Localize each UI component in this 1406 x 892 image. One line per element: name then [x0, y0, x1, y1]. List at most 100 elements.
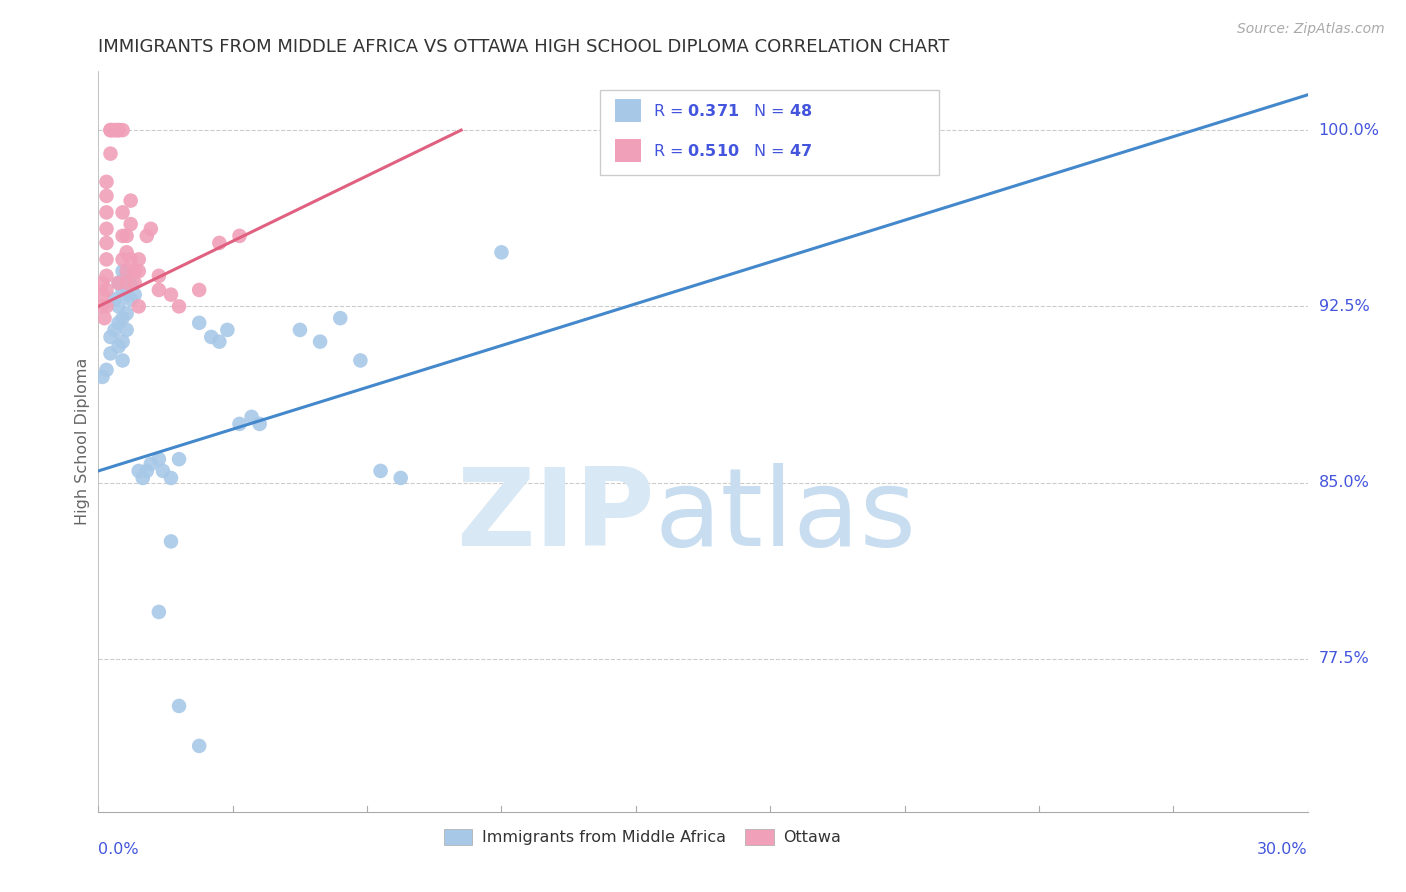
- Point: [91, 370, 114, 384]
- Point: [139, 457, 162, 471]
- Point: [160, 471, 183, 485]
- Point: [167, 452, 190, 467]
- Point: [120, 293, 142, 307]
- Point: [124, 276, 146, 290]
- Point: [96, 222, 118, 236]
- Point: [115, 268, 138, 283]
- Point: [100, 346, 122, 360]
- Point: [148, 605, 170, 619]
- Point: [96, 205, 118, 219]
- Point: [111, 353, 134, 368]
- Text: R = $\bf{0.510}$   N = $\bf{47}$: R = $\bf{0.510}$ N = $\bf{47}$: [654, 143, 813, 159]
- Point: [107, 316, 129, 330]
- Point: [208, 334, 231, 349]
- Text: 30.0%: 30.0%: [1257, 842, 1308, 857]
- Bar: [614, 139, 641, 161]
- Point: [115, 287, 138, 301]
- Point: [96, 252, 118, 267]
- Point: [120, 194, 142, 208]
- Point: [167, 698, 190, 713]
- Point: [148, 452, 170, 467]
- Text: 0.0%: 0.0%: [98, 842, 139, 857]
- Point: [107, 299, 129, 313]
- Point: [96, 268, 118, 283]
- Point: [288, 323, 311, 337]
- Point: [128, 252, 150, 267]
- Text: Source: ZipAtlas.com: Source: ZipAtlas.com: [1237, 22, 1385, 37]
- Point: [128, 264, 150, 278]
- Text: atlas: atlas: [655, 463, 917, 568]
- Point: [91, 287, 114, 301]
- Point: [120, 276, 142, 290]
- Point: [188, 316, 211, 330]
- Point: [120, 217, 142, 231]
- Point: [139, 222, 162, 236]
- Point: [128, 299, 150, 313]
- FancyBboxPatch shape: [600, 90, 939, 175]
- Point: [160, 534, 183, 549]
- Point: [96, 283, 118, 297]
- Point: [128, 464, 150, 478]
- Point: [111, 123, 134, 137]
- Point: [148, 283, 170, 297]
- Point: [115, 245, 138, 260]
- Point: [124, 287, 146, 301]
- Point: [200, 330, 222, 344]
- Text: 85.0%: 85.0%: [1319, 475, 1369, 491]
- Text: ZIP: ZIP: [456, 463, 655, 568]
- Point: [101, 123, 124, 137]
- Legend: Immigrants from Middle Africa, Ottawa: Immigrants from Middle Africa, Ottawa: [437, 823, 848, 852]
- Point: [188, 283, 211, 297]
- Point: [103, 123, 125, 137]
- Point: [100, 123, 122, 137]
- Point: [228, 228, 250, 243]
- Point: [107, 276, 129, 290]
- Point: [115, 306, 138, 320]
- Point: [491, 245, 513, 260]
- Point: [111, 334, 134, 349]
- Point: [103, 293, 125, 307]
- Point: [111, 205, 134, 219]
- Point: [370, 464, 392, 478]
- Text: 100.0%: 100.0%: [1319, 122, 1379, 137]
- Point: [91, 276, 114, 290]
- Text: IMMIGRANTS FROM MIDDLE AFRICA VS OTTAWA HIGH SCHOOL DIPLOMA CORRELATION CHART: IMMIGRANTS FROM MIDDLE AFRICA VS OTTAWA …: [98, 38, 950, 56]
- Point: [105, 123, 128, 137]
- Point: [111, 252, 134, 267]
- Point: [249, 417, 271, 431]
- Point: [100, 146, 122, 161]
- Point: [124, 264, 146, 278]
- Point: [111, 264, 134, 278]
- Point: [132, 471, 155, 485]
- Point: [96, 299, 118, 313]
- Point: [96, 235, 118, 250]
- Point: [135, 228, 157, 243]
- Point: [152, 464, 174, 478]
- Point: [115, 276, 138, 290]
- Point: [309, 334, 332, 349]
- Point: [329, 311, 352, 326]
- Point: [100, 123, 122, 137]
- Point: [208, 235, 231, 250]
- Point: [93, 311, 115, 326]
- Point: [217, 323, 239, 337]
- Point: [91, 299, 114, 313]
- Point: [96, 189, 118, 203]
- Point: [120, 252, 142, 267]
- Point: [107, 123, 129, 137]
- Point: [115, 323, 138, 337]
- Point: [100, 330, 122, 344]
- Y-axis label: High School Diploma: High School Diploma: [75, 358, 90, 525]
- Point: [148, 268, 170, 283]
- Point: [96, 175, 118, 189]
- Point: [111, 311, 134, 326]
- Point: [107, 123, 129, 137]
- Text: R = $\bf{0.371}$   N = $\bf{48}$: R = $\bf{0.371}$ N = $\bf{48}$: [654, 103, 813, 119]
- Point: [115, 264, 138, 278]
- Bar: [614, 100, 641, 121]
- Point: [111, 228, 134, 243]
- Point: [188, 739, 211, 753]
- Point: [135, 464, 157, 478]
- Point: [103, 323, 125, 337]
- Point: [96, 363, 118, 377]
